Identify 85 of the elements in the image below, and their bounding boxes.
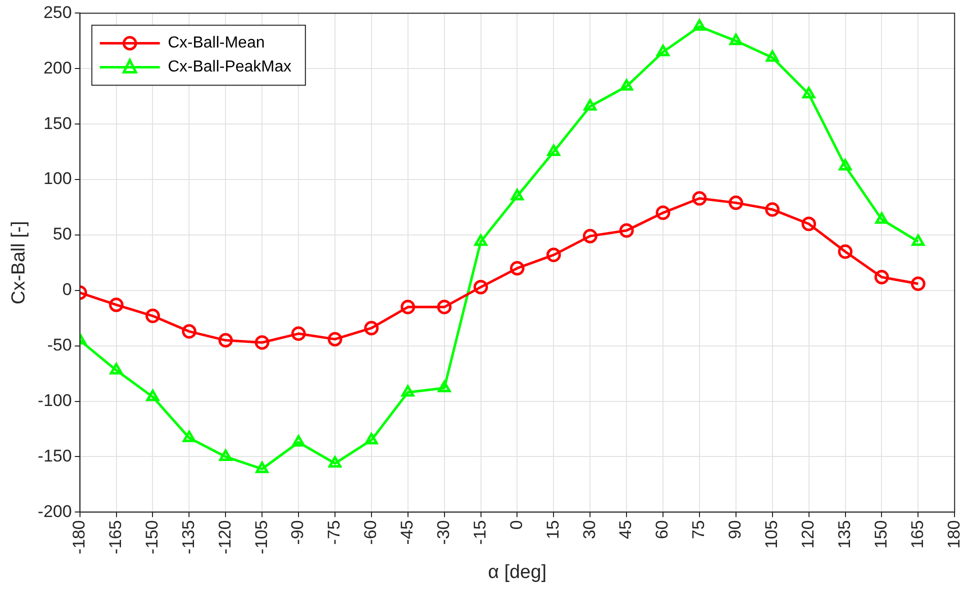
point (728, 196, 744, 210)
x-tick-label: -150 (142, 520, 162, 554)
point (364, 320, 379, 336)
x-tick-label: 75 (689, 520, 708, 540)
point (401, 385, 414, 397)
point (620, 79, 634, 91)
point (582, 228, 598, 244)
x-tick-label: -15 (470, 520, 490, 545)
x-tick-label: 45 (616, 520, 636, 540)
y-tick-label: 100 (43, 169, 72, 188)
x-tick-label: 105 (762, 520, 782, 549)
point (692, 191, 707, 206)
point (656, 44, 670, 56)
x-tick-label: 135 (834, 520, 854, 549)
point (292, 435, 305, 447)
point (875, 212, 888, 224)
point (766, 50, 779, 62)
point (838, 244, 853, 259)
point (802, 86, 816, 98)
point (874, 270, 889, 284)
point (109, 298, 124, 312)
point (729, 34, 742, 46)
point (547, 144, 560, 156)
x-tick-label: -90 (288, 520, 308, 545)
y-tick-label: -150 (38, 446, 72, 466)
y-tick-label: 0 (62, 280, 72, 300)
x-tick-label: -45 (398, 520, 417, 545)
y-tick-label: 200 (43, 58, 72, 78)
point (474, 280, 488, 294)
point (146, 390, 160, 402)
x-tick-label: 30 (580, 520, 599, 540)
x-tick-label: -180 (70, 520, 89, 554)
point (693, 19, 706, 31)
legend-label: Cx-Ball-PeakMax (168, 58, 292, 76)
point (400, 300, 416, 314)
point (510, 260, 524, 276)
legend-label: Cx-Ball-Mean (168, 34, 265, 52)
x-tick-label: -120 (215, 520, 234, 554)
point (802, 216, 816, 232)
x-tick-label: 15 (543, 520, 562, 540)
point (584, 99, 597, 111)
point (328, 456, 342, 468)
point (546, 248, 561, 262)
point (254, 335, 270, 350)
point (510, 188, 524, 200)
y-tick-label: -50 (47, 336, 72, 355)
point (474, 234, 488, 246)
point (291, 326, 306, 341)
y-tick-label: 50 (52, 224, 72, 244)
x-tick-label: 150 (871, 520, 890, 549)
x-tick-label: -105 (252, 520, 271, 554)
point (256, 462, 269, 474)
x-tick-label: 180 (944, 520, 964, 549)
point (437, 300, 452, 314)
x-tick-label: -30 (434, 520, 453, 545)
x-tick-label: 90 (726, 520, 745, 540)
point (910, 276, 926, 292)
point (438, 380, 451, 392)
point (364, 432, 378, 444)
x-tick-label: -135 (178, 520, 198, 554)
point (765, 202, 780, 217)
x-tick-label: -165 (106, 520, 125, 554)
y-tick-label: 250 (43, 2, 72, 22)
point (912, 234, 925, 246)
point (619, 223, 634, 238)
point (182, 324, 196, 339)
y-axis-title: Cx-Ball [-] (8, 220, 30, 304)
point (182, 430, 196, 442)
point (838, 158, 852, 170)
point (328, 332, 342, 346)
point (110, 362, 123, 374)
x-tick-label: 120 (798, 520, 818, 549)
x-tick-label: 0 (506, 520, 526, 530)
point (145, 308, 160, 324)
y-tick-label: 150 (43, 114, 72, 133)
x-tick-label: 165 (908, 520, 927, 549)
y-tick-label: -200 (38, 502, 72, 521)
x-tick-label: -60 (361, 520, 380, 545)
point (219, 449, 232, 461)
x-tick-label: -75 (324, 520, 344, 545)
x-axis-title: α [deg] (488, 562, 546, 583)
y-tick-label: -100 (38, 390, 72, 410)
x-tick-label: 60 (652, 520, 672, 540)
point (656, 206, 670, 220)
point (218, 333, 233, 348)
